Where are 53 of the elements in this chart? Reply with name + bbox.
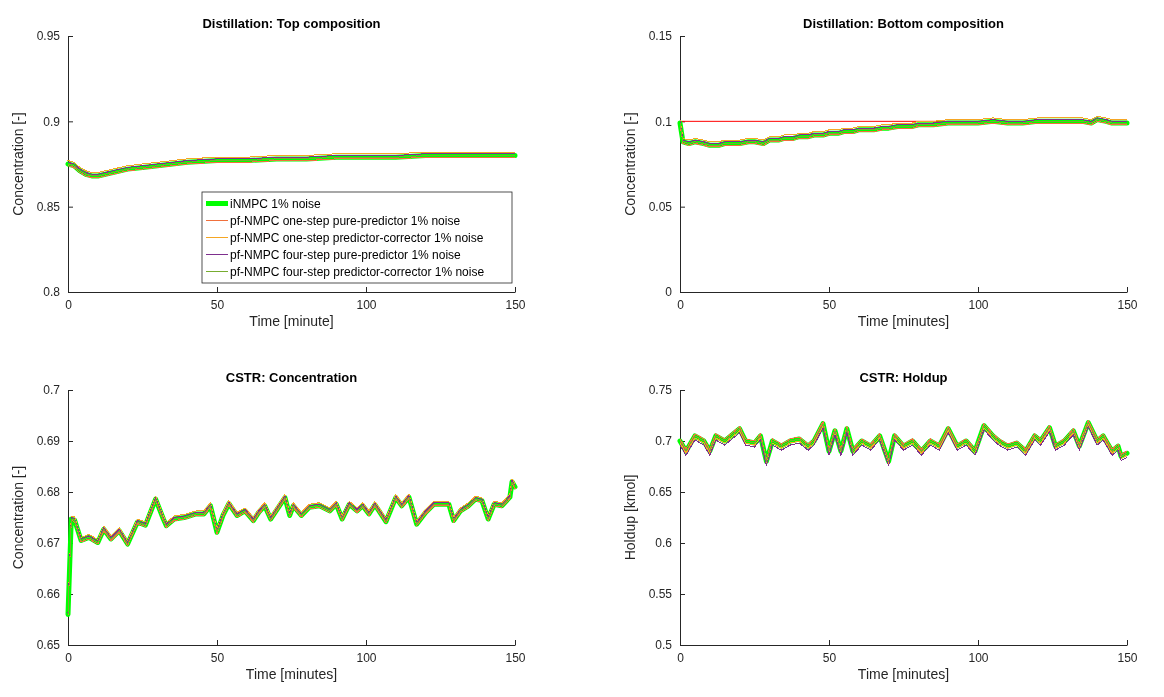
- x-tick-label: 100: [356, 650, 377, 665]
- y-tick-label: 0.6: [655, 536, 673, 551]
- chart-title: Distillation: Bottom composition: [803, 16, 1004, 31]
- y-tick-label: 0.75: [648, 383, 673, 398]
- x-tick-label: 150: [1117, 650, 1138, 665]
- x-axis-title: Time [minutes]: [857, 666, 950, 682]
- y-tick-label: 0.7: [43, 383, 61, 398]
- x-tick-label: 150: [1117, 297, 1138, 312]
- y-tick-label: 0.15: [648, 29, 673, 44]
- y-axis-title: Concentration [-]: [10, 465, 26, 570]
- y-tick-label: 0.65: [648, 485, 673, 500]
- x-tick-label: 150: [505, 650, 526, 665]
- y-axis-title: Concentration [-]: [622, 112, 638, 216]
- chart-title: Distillation: Top composition: [202, 16, 381, 31]
- chart-title: CSTR: Concentration: [225, 370, 358, 385]
- x-tick-label: 100: [968, 297, 989, 312]
- legend-label: pf-NMPC four-step pure-predictor 1% noise: [230, 247, 462, 262]
- x-axis-title: Time [minutes]: [857, 313, 950, 329]
- y-tick-label: 0.69: [36, 434, 61, 449]
- y-tick-label: 0.1: [655, 114, 673, 129]
- x-tick-label: 0: [677, 650, 685, 665]
- y-tick-label: 0.66: [36, 587, 61, 602]
- y-tick-label: 0.67: [36, 536, 61, 551]
- y-tick-label: 0.8: [43, 285, 61, 300]
- y-tick-label: 0.85: [36, 200, 61, 215]
- x-tick-label: 0: [677, 297, 685, 312]
- y-axis-title: Concentration [-]: [10, 112, 26, 216]
- x-tick-label: 50: [210, 297, 225, 312]
- y-tick-label: 0.7: [655, 434, 673, 449]
- legend-label: iNMPC 1% noise: [230, 196, 322, 211]
- y-tick-label: 0.65: [36, 638, 61, 653]
- x-axis-title: Time [minute]: [249, 313, 334, 329]
- x-axis-title: Time [minutes]: [245, 666, 338, 682]
- legend-label: pf-NMPC one-step predictor-corrector 1% noise: [230, 230, 484, 245]
- x-tick-label: 50: [822, 650, 837, 665]
- legend-label: pf-NMPC four-step predictor-corrector 1% noise: [230, 264, 485, 279]
- legend-label: pf-NMPC one-step pure-predictor 1% noise: [230, 213, 461, 228]
- y-tick-label: 0.68: [36, 485, 61, 500]
- x-tick-label: 150: [505, 297, 526, 312]
- y-tick-label: 0.55: [648, 587, 673, 602]
- y-tick-label: 0.05: [648, 200, 673, 215]
- y-tick-label: 0.9: [43, 114, 61, 129]
- x-tick-label: 0: [65, 297, 73, 312]
- y-axis-title: Holdup [kmol]: [622, 474, 638, 561]
- x-tick-label: 0: [65, 650, 73, 665]
- y-tick-label: 0: [665, 285, 673, 300]
- x-tick-label: 100: [968, 650, 989, 665]
- y-tick-label: 0.5: [655, 638, 673, 653]
- y-tick-label: 0.95: [36, 29, 61, 44]
- chart-title: CSTR: Holdup: [859, 370, 948, 385]
- x-tick-label: 50: [210, 650, 225, 665]
- x-tick-label: 100: [356, 297, 377, 312]
- x-tick-label: 50: [822, 297, 837, 312]
